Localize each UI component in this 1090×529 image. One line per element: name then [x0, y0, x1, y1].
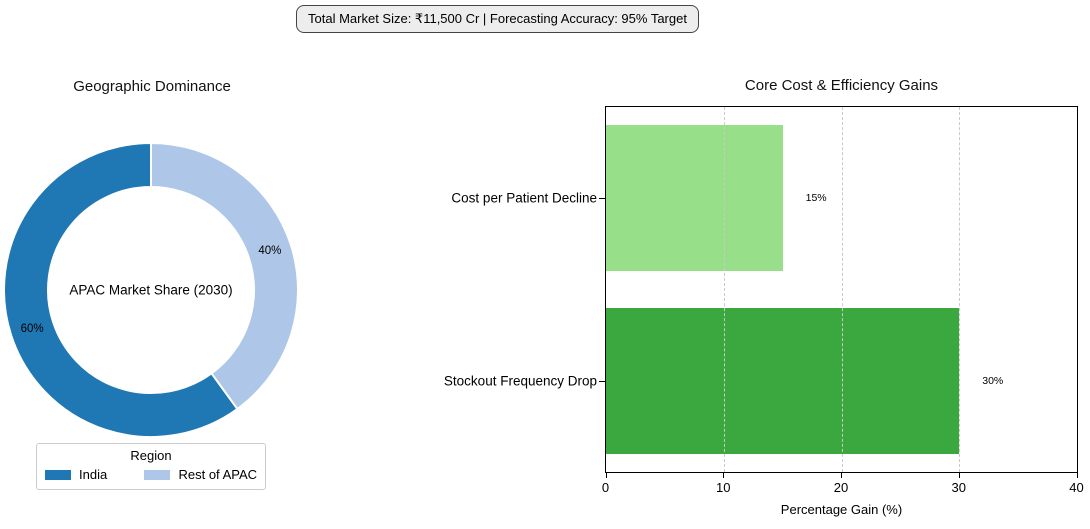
bar-cost-per-patient-decline: [606, 125, 783, 272]
bar-chart-title: Core Cost & Efficiency Gains: [744, 77, 939, 94]
pie-slice-india: [3, 142, 239, 438]
x-tick-label-20: 20: [833, 480, 849, 495]
x-tick-0: [605, 473, 607, 478]
x-tick-label-40: 40: [1069, 480, 1084, 495]
legend-swatch-india: [45, 469, 71, 480]
legend-swatch-rest-of-apac: [144, 469, 171, 480]
bar-category-label-stockout-frequency-drop: Stockout Frequency Drop: [443, 373, 597, 389]
bar-category-label-cost-per-patient-decline: Cost per Patient Decline: [451, 190, 597, 206]
x-tick-label-0: 0: [601, 480, 610, 495]
legend-label-rest-of-apac: Rest of APAC: [178, 467, 257, 482]
market-size-banner: Total Market Size: ₹11,500 Cr | Forecast…: [296, 5, 699, 33]
pie-legend: Region India Rest of APAC: [36, 443, 266, 490]
pie-pct-label-india: 60%: [20, 322, 44, 335]
bar-value-label-stockout-frequency-drop: 30%: [982, 374, 1004, 387]
x-axis-label: Percentage Gain (%): [780, 502, 903, 517]
x-tick-40: [1076, 473, 1078, 478]
legend-title: Region: [130, 448, 172, 463]
legend-entry-india: India: [45, 467, 107, 482]
legend-items: India Rest of APAC: [45, 467, 257, 482]
pie-chart-title: Geographic Dominance: [73, 78, 231, 95]
gridline-x-30: [959, 107, 961, 472]
gridline-x-10: [723, 107, 725, 472]
x-tick-label-10: 10: [716, 480, 731, 495]
legend-label-india: India: [79, 467, 108, 482]
x-tick-20: [841, 473, 842, 478]
bar-stockout-frequency-drop: [606, 307, 960, 454]
gridline-x-20: [841, 107, 843, 472]
donut-chart: APAC Market Share (2030) 60% 40%: [2, 141, 300, 439]
bar-plot-area: 15% 30%: [605, 106, 1078, 473]
y-tick-cost-per-patient-decline: [599, 198, 605, 200]
donut-center-label: APAC Market Share (2030): [69, 282, 233, 298]
x-tick-10: [723, 473, 725, 478]
pie-pct-label-rest-of-apac: 40%: [258, 245, 282, 258]
bar-value-label-cost-per-patient-decline: 15%: [805, 192, 827, 205]
legend-entry-rest-of-apac: Rest of APAC: [144, 467, 257, 482]
y-tick-stockout-frequency-drop: [599, 380, 605, 382]
donut-svg: [3, 142, 299, 438]
pie-slice-rest-of-apac: [150, 142, 299, 410]
x-tick-label-30: 30: [951, 480, 966, 495]
x-tick-30: [958, 473, 960, 478]
